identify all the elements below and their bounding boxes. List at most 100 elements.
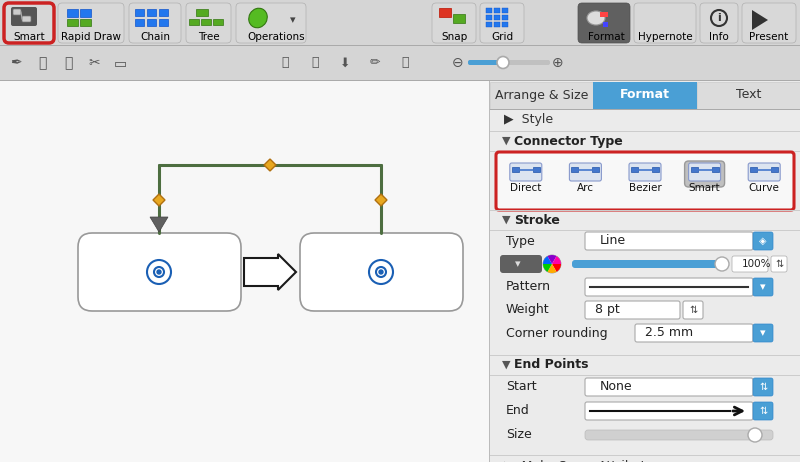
Text: Weight: Weight (506, 304, 550, 316)
FancyBboxPatch shape (685, 161, 725, 187)
Bar (490, 131, 800, 132)
FancyBboxPatch shape (496, 152, 794, 210)
Text: Size: Size (506, 428, 532, 442)
Text: Hypernote: Hypernote (638, 32, 692, 42)
Bar (533, 167, 540, 172)
Text: Curve: Curve (749, 183, 780, 193)
Bar (502, 8, 508, 13)
Text: ▼: ▼ (502, 215, 510, 225)
Ellipse shape (249, 8, 267, 28)
Text: ⊖: ⊖ (452, 56, 464, 70)
Text: Smart: Smart (13, 32, 45, 42)
Text: None: None (600, 381, 633, 394)
Bar (631, 167, 638, 172)
Circle shape (748, 428, 762, 442)
Bar (490, 355, 800, 356)
Text: Direct: Direct (510, 183, 542, 193)
FancyBboxPatch shape (748, 163, 780, 181)
Circle shape (379, 270, 383, 274)
Text: ⇅: ⇅ (775, 259, 783, 269)
Bar (494, 15, 500, 20)
Text: ▾: ▾ (760, 282, 766, 292)
FancyBboxPatch shape (468, 60, 503, 65)
FancyBboxPatch shape (578, 3, 630, 43)
Text: Format: Format (620, 89, 670, 102)
Text: Grid: Grid (491, 32, 513, 42)
Text: Snap: Snap (441, 32, 467, 42)
Bar (490, 210, 800, 230)
Text: Stroke: Stroke (514, 213, 560, 226)
FancyBboxPatch shape (629, 163, 661, 181)
FancyBboxPatch shape (585, 232, 753, 250)
FancyBboxPatch shape (732, 256, 768, 272)
Text: ⬇: ⬇ (340, 56, 350, 69)
Circle shape (497, 56, 509, 68)
FancyBboxPatch shape (753, 324, 773, 342)
Text: ▾: ▾ (760, 328, 766, 338)
Ellipse shape (587, 11, 605, 25)
Text: Pattern: Pattern (506, 280, 551, 293)
FancyBboxPatch shape (753, 378, 773, 396)
FancyBboxPatch shape (4, 3, 54, 43)
FancyBboxPatch shape (572, 260, 727, 268)
FancyBboxPatch shape (683, 301, 703, 319)
Bar (712, 167, 718, 172)
Bar (490, 210, 800, 211)
FancyBboxPatch shape (585, 378, 753, 396)
Bar (490, 375, 800, 376)
Bar (486, 8, 492, 13)
Text: ▾: ▾ (290, 15, 296, 25)
Text: ✒: ✒ (10, 56, 22, 70)
Polygon shape (244, 254, 296, 290)
FancyBboxPatch shape (753, 402, 773, 420)
Bar (502, 15, 508, 20)
Text: Arrange & Size: Arrange & Size (495, 89, 588, 102)
Wedge shape (547, 264, 557, 273)
FancyBboxPatch shape (58, 3, 124, 43)
Polygon shape (153, 194, 165, 206)
Text: ✂: ✂ (88, 56, 100, 70)
Text: Bezier: Bezier (629, 183, 662, 193)
Text: End: End (506, 405, 530, 418)
Circle shape (715, 257, 729, 271)
FancyBboxPatch shape (585, 278, 753, 296)
Text: 🖌: 🖌 (402, 56, 409, 69)
Text: ✏: ✏ (370, 56, 380, 69)
Text: i: i (717, 13, 721, 23)
Text: ⤢: ⤢ (38, 56, 46, 70)
Text: 100%: 100% (742, 259, 771, 269)
FancyBboxPatch shape (742, 3, 796, 43)
Bar (652, 167, 659, 172)
Polygon shape (150, 217, 168, 232)
Bar (67, 19, 78, 26)
Text: End Points: End Points (514, 359, 589, 371)
Bar (489, 81, 490, 462)
Bar (490, 82, 594, 109)
Wedge shape (543, 264, 552, 272)
FancyBboxPatch shape (236, 3, 306, 43)
Text: Format: Format (588, 32, 624, 42)
Text: Smart: Smart (689, 183, 721, 193)
Bar (135, 9, 144, 16)
Text: Info: Info (709, 32, 729, 42)
Bar (697, 82, 800, 109)
FancyBboxPatch shape (432, 3, 476, 43)
Bar (490, 109, 800, 131)
FancyBboxPatch shape (11, 7, 37, 26)
Bar (494, 22, 500, 27)
Wedge shape (543, 256, 552, 264)
Text: ⇅: ⇅ (689, 305, 697, 315)
Text: 8 pt: 8 pt (595, 304, 620, 316)
Polygon shape (375, 194, 387, 206)
Bar (67, 9, 78, 17)
Bar (439, 8, 451, 17)
Text: ▼: ▼ (502, 136, 510, 146)
FancyBboxPatch shape (78, 233, 241, 311)
Bar (502, 22, 508, 27)
Text: ⇅: ⇅ (759, 406, 767, 416)
FancyBboxPatch shape (635, 324, 753, 342)
Bar (490, 355, 800, 375)
Text: Corner rounding: Corner rounding (506, 327, 608, 340)
FancyBboxPatch shape (585, 402, 753, 420)
Text: Rapid Draw: Rapid Draw (61, 32, 121, 42)
